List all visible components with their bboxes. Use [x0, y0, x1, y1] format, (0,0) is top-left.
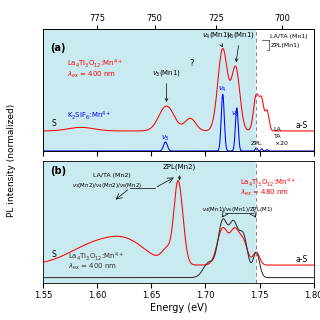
Text: La$_4$Ti$_3$O$_{12}$:Mn$^{4+}$: La$_4$Ti$_3$O$_{12}$:Mn$^{4+}$ [67, 57, 123, 70]
Text: TA: TA [274, 134, 281, 139]
Text: $\nu_3$(Mn2)/$\nu_4$(Mn2)/$\nu_6$(Mn2): $\nu_3$(Mn2)/$\nu_4$(Mn2)/$\nu_6$(Mn2) [72, 181, 143, 190]
Text: $\nu_6$: $\nu_6$ [231, 110, 240, 119]
Text: La$_4$Ti$_3$O$_{12}$:Mn$^{4+}$: La$_4$Ti$_3$O$_{12}$:Mn$^{4+}$ [240, 176, 296, 188]
Text: $\lambda_{ex}$ = 480 nm: $\lambda_{ex}$ = 480 nm [240, 188, 289, 198]
Text: K$_2$SiF$_6$:Mn$^{4+}$: K$_2$SiF$_6$:Mn$^{4+}$ [67, 109, 111, 122]
Text: (a): (a) [50, 44, 66, 53]
Text: $\nu_3$(Mn1): $\nu_3$(Mn1) [152, 68, 181, 101]
Text: PL intensity (normalized): PL intensity (normalized) [7, 103, 16, 217]
Bar [256, 29, 314, 151]
Text: LA/TA (Mn1): LA/TA (Mn1) [270, 34, 308, 38]
Text: $\nu_4$(Mn1)/$\nu_6$(Mn1)/ZPL(M1): $\nu_4$(Mn1)/$\nu_6$(Mn1)/ZPL(M1) [202, 205, 274, 214]
Text: $\nu_4$: $\nu_4$ [218, 85, 227, 94]
Text: ZPL: ZPL [251, 141, 262, 146]
Text: $\nu_6$(Mn1): $\nu_6$(Mn1) [226, 30, 255, 61]
X-axis label: Energy (eV): Energy (eV) [150, 303, 207, 313]
Text: ?: ? [189, 59, 194, 68]
Text: S: S [52, 119, 57, 129]
Text: La$_4$Ti$_3$O$_{12}$:Mn$^{4+}$: La$_4$Ti$_3$O$_{12}$:Mn$^{4+}$ [68, 250, 124, 263]
Text: (b): (b) [50, 166, 66, 176]
Text: $\lambda_{ex}$ = 400 nm: $\lambda_{ex}$ = 400 nm [68, 262, 117, 272]
Text: S: S [52, 250, 57, 259]
Text: ZPL(Mn1): ZPL(Mn1) [270, 44, 300, 48]
Text: a-S: a-S [296, 255, 308, 264]
Text: $\nu_3$: $\nu_3$ [161, 134, 170, 143]
Bar [256, 161, 314, 283]
Text: ZPL(Mn2): ZPL(Mn2) [163, 164, 196, 180]
Text: $\lambda_{ex}$ = 400 nm: $\lambda_{ex}$ = 400 nm [67, 70, 116, 80]
Text: LA/TA (Mn2): LA/TA (Mn2) [93, 173, 131, 178]
Text: a-S: a-S [296, 121, 308, 130]
Text: $\times$20: $\times$20 [274, 139, 288, 147]
Text: LA: LA [274, 127, 282, 132]
Text: $\nu_4$(Mn1): $\nu_4$(Mn1) [202, 30, 231, 47]
